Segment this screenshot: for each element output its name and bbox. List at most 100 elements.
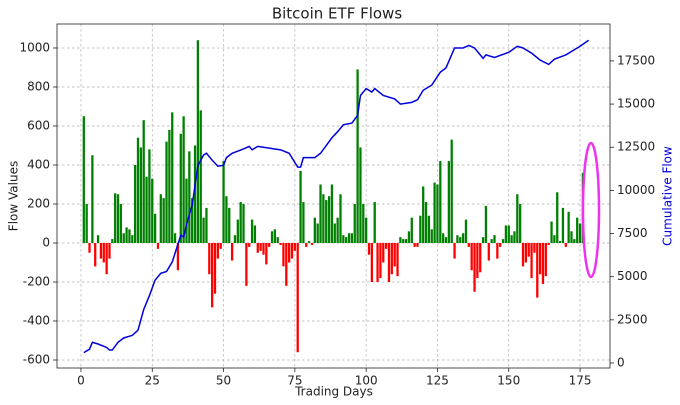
bar bbox=[376, 242, 379, 282]
bar bbox=[236, 219, 239, 243]
bar bbox=[105, 242, 108, 275]
bar bbox=[473, 242, 476, 292]
bar bbox=[487, 242, 490, 261]
bar bbox=[564, 242, 567, 247]
bar bbox=[570, 231, 573, 243]
bar bbox=[407, 231, 411, 243]
bar bbox=[519, 203, 522, 243]
bar bbox=[350, 233, 354, 243]
bar bbox=[496, 242, 499, 259]
y-tick-label: 400 bbox=[27, 157, 50, 171]
bar bbox=[139, 147, 142, 243]
bar bbox=[550, 221, 553, 243]
bar bbox=[270, 231, 274, 243]
bar bbox=[219, 242, 222, 249]
bar bbox=[82, 116, 85, 243]
x-tick-label: 175 bbox=[569, 374, 592, 388]
y-tick-label: 0 bbox=[42, 235, 50, 249]
bar bbox=[442, 233, 445, 243]
bar bbox=[319, 184, 322, 243]
bar bbox=[279, 242, 282, 245]
bar bbox=[179, 133, 182, 243]
bar bbox=[216, 242, 219, 259]
chart-title: Bitcoin ETF Flows bbox=[272, 5, 402, 23]
bar bbox=[96, 235, 100, 243]
bar bbox=[145, 176, 148, 243]
bar bbox=[239, 202, 242, 243]
y2-tick-label: 17500 bbox=[617, 53, 655, 67]
bar bbox=[558, 241, 562, 243]
bar bbox=[507, 225, 510, 243]
bar bbox=[536, 242, 539, 298]
bar bbox=[102, 242, 105, 263]
bar bbox=[316, 223, 319, 243]
bar bbox=[310, 242, 314, 245]
bar bbox=[168, 129, 171, 243]
y2-tick-label: 2500 bbox=[617, 312, 648, 326]
bar bbox=[384, 242, 388, 249]
bar bbox=[387, 242, 391, 282]
y2-tick-label: 15000 bbox=[617, 97, 655, 111]
bar bbox=[125, 227, 128, 243]
bar bbox=[527, 242, 530, 257]
bar bbox=[427, 215, 431, 243]
bar bbox=[484, 205, 488, 243]
y-tick-label: 1000 bbox=[19, 40, 50, 54]
bar bbox=[114, 193, 117, 243]
bar bbox=[567, 211, 570, 243]
bar bbox=[433, 182, 436, 243]
bar bbox=[185, 178, 188, 243]
bar bbox=[347, 233, 351, 243]
x-axis-label: Trading Days bbox=[294, 385, 373, 399]
bar bbox=[365, 217, 368, 243]
bar bbox=[262, 242, 265, 255]
bar bbox=[265, 242, 268, 265]
x-tick-label: 75 bbox=[287, 374, 302, 388]
bar bbox=[208, 242, 211, 275]
bar bbox=[456, 235, 459, 243]
bar bbox=[422, 186, 425, 243]
y2-tick-label: 7500 bbox=[617, 226, 648, 240]
bar bbox=[501, 239, 505, 243]
bar bbox=[165, 141, 168, 243]
bar bbox=[444, 237, 448, 243]
bar bbox=[153, 213, 157, 243]
bar bbox=[339, 194, 342, 243]
bar bbox=[382, 242, 385, 263]
bar bbox=[413, 242, 416, 247]
bar bbox=[547, 242, 550, 245]
bar bbox=[333, 223, 336, 243]
bar bbox=[561, 207, 565, 243]
bar bbox=[530, 242, 533, 279]
bar bbox=[268, 242, 271, 247]
y2-tick-label: 5000 bbox=[617, 269, 648, 283]
bar bbox=[196, 40, 200, 243]
bar bbox=[282, 242, 285, 267]
bar bbox=[544, 242, 547, 277]
bar bbox=[538, 242, 542, 275]
bar bbox=[119, 203, 123, 243]
bar bbox=[162, 198, 165, 243]
bar bbox=[173, 233, 177, 243]
bar bbox=[396, 242, 399, 277]
bar bbox=[85, 203, 88, 243]
bar bbox=[342, 235, 345, 243]
bar bbox=[336, 217, 339, 243]
bar bbox=[404, 239, 408, 243]
bar bbox=[493, 235, 496, 243]
x-tick-label: 125 bbox=[426, 374, 449, 388]
bar bbox=[578, 223, 582, 243]
bar bbox=[556, 192, 559, 243]
bar bbox=[399, 237, 402, 243]
bar bbox=[464, 219, 468, 243]
bar bbox=[424, 202, 428, 243]
bar bbox=[576, 217, 579, 243]
bar bbox=[416, 242, 419, 247]
bar bbox=[516, 194, 519, 243]
y-axis-label: Flow Values bbox=[7, 161, 21, 231]
y-tick-label: 800 bbox=[27, 79, 50, 93]
bar bbox=[541, 242, 545, 284]
y-tick-label: 200 bbox=[27, 196, 50, 210]
bar bbox=[242, 203, 245, 243]
